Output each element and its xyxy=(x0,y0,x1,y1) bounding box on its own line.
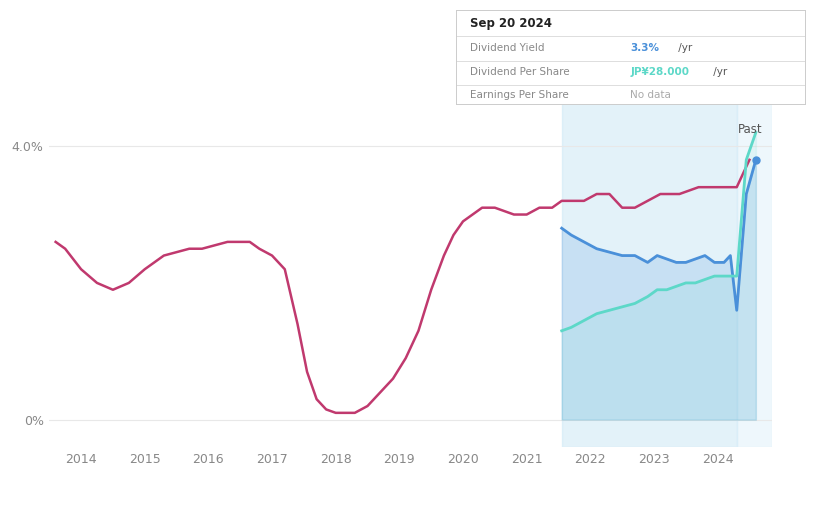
Text: No data: No data xyxy=(631,90,671,100)
Text: Past: Past xyxy=(738,123,763,136)
Text: 3.3%: 3.3% xyxy=(631,43,659,53)
Text: Earnings Per Share: Earnings Per Share xyxy=(470,90,568,100)
Text: Sep 20 2024: Sep 20 2024 xyxy=(470,17,552,30)
Text: JP¥28.000: JP¥28.000 xyxy=(631,67,689,77)
Text: Dividend Per Share: Dividend Per Share xyxy=(470,67,569,77)
Text: /yr: /yr xyxy=(676,43,693,53)
Text: /yr: /yr xyxy=(710,67,727,77)
Bar xyxy=(562,91,736,447)
Text: Dividend Yield: Dividend Yield xyxy=(470,43,544,53)
Bar xyxy=(736,91,772,447)
